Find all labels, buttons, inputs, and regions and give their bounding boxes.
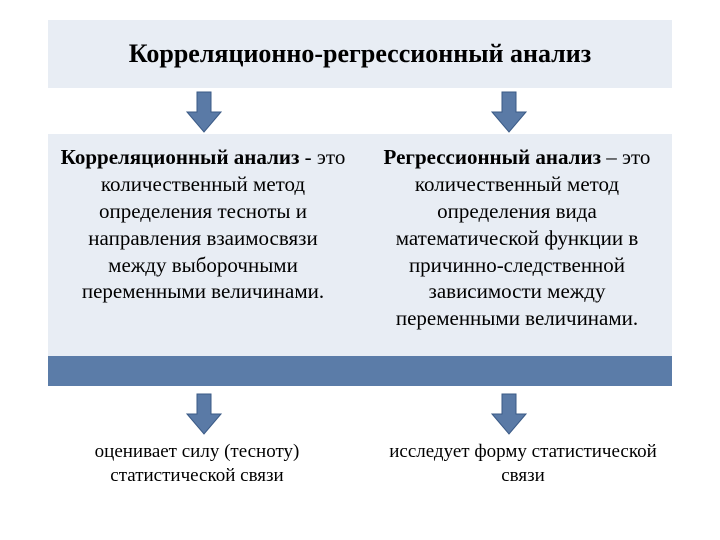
left-column-title: Корреляционный анализ xyxy=(61,145,300,169)
arrow-down-icon xyxy=(185,392,223,436)
left-column: Корреляционный анализ - это количественн… xyxy=(60,144,346,346)
definitions-band: Корреляционный анализ - это количественн… xyxy=(48,134,672,356)
right-column-title-suffix: – xyxy=(601,145,622,169)
arrow-down-icon xyxy=(490,90,528,134)
right-column: Регрессионный анализ – это количественны… xyxy=(374,144,660,346)
right-column-body: это количественный метод определения вид… xyxy=(396,145,651,330)
right-summary: исследует форму статистической связи xyxy=(374,440,672,488)
summary-row: оценивает силу (тесноту) статистической … xyxy=(48,440,672,488)
page-title: Корреляционно-регрессионный анализ xyxy=(129,39,591,69)
arrow-down-icon xyxy=(185,90,223,134)
right-column-title: Регрессионный анализ xyxy=(384,145,601,169)
left-column-title-suffix: - xyxy=(299,145,317,169)
header-band: Корреляционно-регрессионный анализ xyxy=(48,20,672,88)
arrow-down-icon xyxy=(490,392,528,436)
divider-bar xyxy=(48,356,672,386)
left-summary: оценивает силу (тесноту) статистической … xyxy=(48,440,346,488)
